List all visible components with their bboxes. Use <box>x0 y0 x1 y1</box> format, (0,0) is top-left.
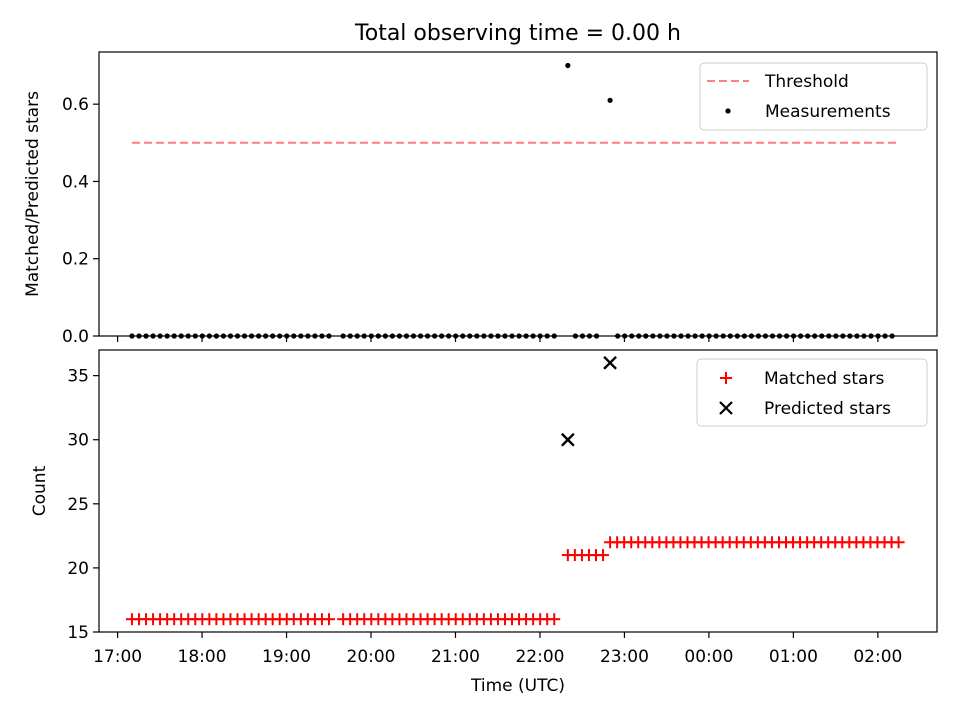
top-panel: 0.0 0.2 0.4 0.6 Matched/Predicted stars Thr… <box>23 51 938 347</box>
matched-star-marker <box>892 536 905 549</box>
top-y-axis-label: Matched/Predicted stars <box>23 91 43 297</box>
x-tick-label: 19:00 <box>262 647 311 667</box>
measurement-point <box>607 97 613 103</box>
bottom-panel: 15 20 25 30 35 17:00 18:00 19:00 20:00 21:00 22:0… <box>30 349 938 696</box>
x-tick-label: 20:00 <box>347 647 396 667</box>
x-tick-label: 23:00 <box>600 647 649 667</box>
top-y-tick-label: 0.6 <box>62 95 89 115</box>
bottom-legend-box <box>696 358 928 427</box>
legend-threshold-label: Threshold <box>764 72 849 92</box>
measurement-point <box>565 62 571 69</box>
top-y-tick-label: 0.2 <box>62 250 89 270</box>
matched-star-marker <box>322 613 335 626</box>
legend-predicted-label: Predicted stars <box>764 399 891 419</box>
chart-title: Total observing time = 0.00 h <box>354 21 681 46</box>
bottom-x-axis: 17:00 18:00 19:00 20:00 21:00 22:00 23:00 00:00… <box>93 632 902 667</box>
top-legend: Threshold Measurements <box>699 62 928 131</box>
top-y-tick-label: 0.4 <box>62 172 89 192</box>
legend-matched-label: Matched stars <box>764 369 884 389</box>
bottom-y-tick-label: 35 <box>67 367 89 387</box>
x-tick-label: 01:00 <box>769 647 818 667</box>
predicted-star-stroke <box>603 355 617 370</box>
bottom-y-axis-label: Count <box>30 465 50 516</box>
x-axis-label: Time (UTC) <box>470 676 565 696</box>
x-tick-label: 02:00 <box>853 647 902 667</box>
bottom-y-tick-label: 15 <box>67 623 89 643</box>
x-tick-label: 00:00 <box>684 647 733 667</box>
bottom-plot-frame <box>98 349 938 633</box>
bottom-legend: Matched stars Predicted stars <box>696 358 928 427</box>
bottom-y-tick-label: 25 <box>67 495 89 515</box>
top-legend-box <box>699 62 928 131</box>
legend-measurements-swatch <box>725 108 731 114</box>
predicted-stars-layer <box>560 355 617 447</box>
top-y-axis: 0.0 0.2 0.4 0.6 <box>62 95 99 347</box>
bottom-y-tick-label: 20 <box>67 559 89 579</box>
x-tick-label: 18:00 <box>178 647 227 667</box>
legend-measurements-label: Measurements <box>765 102 891 122</box>
matched-star-marker <box>597 549 610 562</box>
predicted-star-stroke <box>560 432 575 447</box>
x-tick-label: 17:00 <box>93 647 142 667</box>
top-plot-frame <box>98 51 938 337</box>
predicted-star-marker <box>560 432 575 447</box>
x-tick-label: 21:00 <box>431 647 480 667</box>
legend-predicted-swatch <box>719 401 733 415</box>
bottom-y-tick-label: 30 <box>67 431 89 451</box>
top-x-ticks <box>116 336 879 342</box>
x-tick-label: 22:00 <box>515 647 564 667</box>
top-y-tick-label: 0.0 <box>62 327 89 347</box>
predicted-star-marker <box>603 355 617 370</box>
bottom-y-axis: 15 20 25 30 35 <box>67 367 99 643</box>
legend-matched-swatch <box>720 372 732 384</box>
matched-stars-layer <box>125 536 905 626</box>
matched-star-marker <box>548 613 561 626</box>
